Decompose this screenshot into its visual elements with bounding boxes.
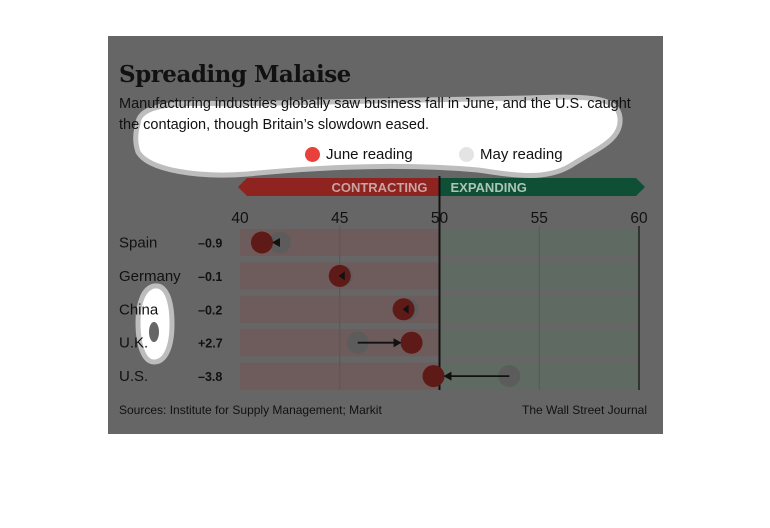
change-arrowhead	[338, 271, 345, 281]
june-dot	[422, 365, 445, 388]
category-label: Spain	[119, 235, 157, 252]
change-label: –0.1	[198, 270, 222, 284]
category-label: China	[119, 301, 159, 318]
contracting-label: CONTRACTING	[331, 180, 427, 195]
legend-june-label: June reading	[326, 146, 413, 163]
chart-card: Spreading Malaise Manufacturing industri…	[108, 36, 663, 434]
june-dot	[400, 331, 423, 354]
legend-may: May reading	[459, 146, 563, 163]
category-label: U.K.	[119, 335, 148, 352]
june-dot	[250, 231, 273, 254]
change-label: –0.2	[198, 303, 222, 317]
change-arrowhead	[402, 304, 409, 314]
chart-subtitle: Manufacturing industries globally saw bu…	[119, 96, 631, 133]
change-arrowhead	[393, 338, 402, 348]
change-label: –0.9	[198, 237, 222, 251]
side-highlight-mark	[135, 283, 175, 365]
change-label: +2.7	[198, 337, 223, 351]
change-arrowhead	[443, 371, 452, 381]
x-tick-label: 40	[231, 210, 249, 227]
change-label: –3.8	[198, 370, 222, 384]
change-arrowhead	[271, 238, 280, 247]
expanding-zone-band	[439, 178, 645, 196]
x-tick-label: 55	[531, 210, 548, 227]
legend-may-label: May reading	[480, 146, 563, 163]
legend-june-swatch	[305, 147, 320, 162]
expanding-label: EXPANDING	[451, 180, 527, 195]
contracting-zone-band	[238, 178, 440, 196]
legend-june: June reading	[305, 146, 413, 163]
chart-title: Spreading Malaise	[119, 61, 351, 88]
category-label: U.S.	[119, 368, 148, 385]
x-tick-label: 45	[331, 210, 348, 227]
highlight-mark	[133, 94, 623, 178]
footer-source: Sources: Institute for Supply Management…	[119, 403, 382, 417]
category-label: Germany	[119, 268, 181, 285]
footer-credit: The Wall Street Journal	[522, 403, 647, 417]
x-tick-label: 60	[630, 210, 648, 227]
legend-may-swatch	[459, 147, 474, 162]
